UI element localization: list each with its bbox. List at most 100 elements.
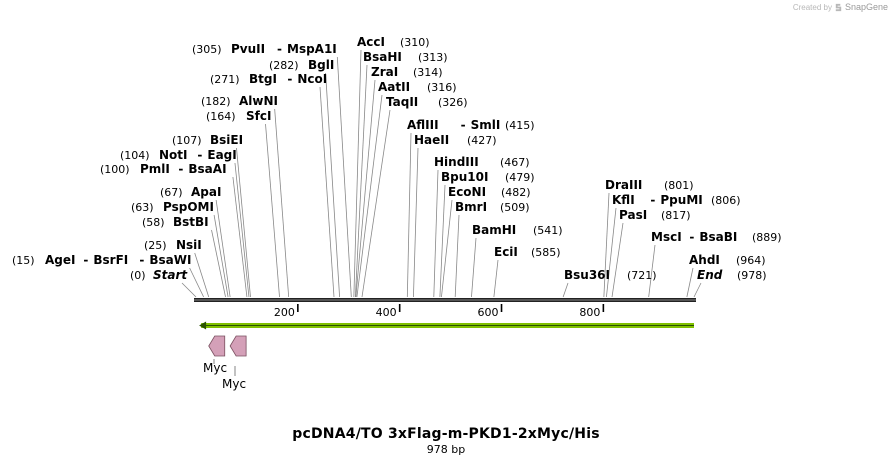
ruler-label: 800 xyxy=(579,306,600,319)
enzyme-name-label: PpuMI xyxy=(660,193,702,207)
enzyme-name-label: NotI xyxy=(159,148,188,162)
orf-arrow xyxy=(199,321,694,330)
site-leader-lines xyxy=(181,49,702,298)
site-leader-line xyxy=(648,244,656,298)
site-position-label: (964) xyxy=(736,254,766,267)
site-leader-line xyxy=(336,56,352,298)
site-position-label: (806) xyxy=(711,194,741,207)
ruler: 200 400 600 800 xyxy=(274,304,605,319)
site-name-separator: - xyxy=(178,162,183,176)
site-position-label: (107) xyxy=(172,134,202,147)
enzyme-name-label: BsiEI xyxy=(210,133,243,147)
site-position-label: (100) xyxy=(100,163,130,176)
site-leader-line xyxy=(325,72,340,298)
enzyme-name-label: Bpu10I xyxy=(441,170,488,184)
enzyme-name-label: MscI xyxy=(651,230,682,244)
enzyme-name-label: HaeII xyxy=(414,133,449,147)
site-position-label: (415) xyxy=(505,119,535,132)
site-name-separator: - xyxy=(277,42,282,56)
site-leader-line xyxy=(406,132,412,298)
enzyme-name-label: PmlI xyxy=(140,162,170,176)
site-name-separator: - xyxy=(689,230,694,244)
site-leader-line xyxy=(236,147,251,298)
site-position-label: (271) xyxy=(210,73,240,86)
site-position-label: (316) xyxy=(427,81,457,94)
site-leader-line xyxy=(213,214,229,298)
site-position-label: (479) xyxy=(505,171,535,184)
site-leader-line xyxy=(686,267,694,298)
enzyme-name-label: TaqII xyxy=(386,95,418,109)
enzyme-name-label: PvuII xyxy=(231,42,265,56)
site-leader-line xyxy=(493,259,499,298)
site-position-label: (541) xyxy=(533,224,563,237)
site-position-label: (0) xyxy=(130,269,146,282)
enzyme-name-label: Bsu36I xyxy=(564,268,610,282)
site-leader-line xyxy=(439,184,446,298)
site-position-label: (721) xyxy=(627,269,657,282)
site-leader-line xyxy=(693,282,702,298)
site-position-label: (58) xyxy=(142,216,165,229)
enzyme-name-label: BsaBI xyxy=(699,230,737,244)
site-name-separator: - xyxy=(287,72,292,86)
site-leader-line xyxy=(353,49,362,298)
site-leader-line xyxy=(319,86,335,298)
site-position-label: (67) xyxy=(160,186,183,199)
enzyme-name-label: AlwNI xyxy=(239,94,278,108)
site-name-separator: - xyxy=(197,148,202,162)
plasmid-name: pcDNA4/TO 3xFlag-m-PKD1-2xMyc/His xyxy=(292,426,600,442)
site-position-label: (467) xyxy=(500,156,530,169)
enzyme-name-label: EciI xyxy=(494,245,518,259)
enzyme-name-label: AflIII xyxy=(407,118,439,132)
site-position-label: (310) xyxy=(400,36,430,49)
site-labels: (0) Start(15) AgeI - BsrFI - BsaWI(25) NsiI(58)… xyxy=(12,35,782,282)
site-position-label: (326) xyxy=(438,96,468,109)
enzyme-name-label: AgeI xyxy=(45,253,75,267)
enzyme-name-label: BglI xyxy=(308,58,334,72)
credit-brand: SnapGene xyxy=(844,2,888,12)
site-leader-line xyxy=(471,237,477,298)
site-name-separator: - xyxy=(83,253,88,267)
feature-track: Myc Myc xyxy=(203,335,247,391)
enzyme-name-label: SfcI xyxy=(246,109,271,123)
site-position-label: (305) xyxy=(192,43,222,56)
enzyme-name-label: AatII xyxy=(378,80,410,94)
enzyme-name-label: ZraI xyxy=(371,65,398,79)
enzyme-name-label: BsaHI xyxy=(363,50,402,64)
ruler-label: 400 xyxy=(376,306,397,319)
site-position-label: (63) xyxy=(131,201,154,214)
site-position-label: (817) xyxy=(661,209,691,222)
snapgene-logo-icon xyxy=(835,3,842,11)
sequence-backbone xyxy=(194,298,696,302)
site-position-label: (314) xyxy=(413,66,443,79)
site-leader-line xyxy=(265,123,280,298)
enzyme-name-label: BtgI xyxy=(249,72,277,86)
myc-feature-arrow xyxy=(208,335,226,357)
site-leader-line xyxy=(611,222,624,298)
enzyme-name-label: EcoNI xyxy=(448,185,486,199)
site-leader-line xyxy=(356,94,383,298)
enzyme-name-label: KflI xyxy=(612,193,635,207)
site-leader-line xyxy=(232,176,248,298)
enzyme-name-label: AhdI xyxy=(689,253,720,267)
enzyme-name-label: SmlI xyxy=(471,118,501,132)
site-name-separator: - xyxy=(139,253,144,267)
site-leader-line xyxy=(211,229,226,298)
ruler-label: 200 xyxy=(274,306,295,319)
feature-label: Myc xyxy=(222,377,246,391)
enzyme-name-label: AccI xyxy=(357,35,385,49)
enzyme-name-label: BsaWI xyxy=(149,253,191,267)
feature-label: Myc xyxy=(203,361,227,375)
site-leader-line xyxy=(603,192,610,298)
site-leader-line xyxy=(562,282,569,298)
site-position-label: (25) xyxy=(144,239,167,252)
enzyme-name-label: End xyxy=(697,268,723,282)
site-leader-line xyxy=(194,252,210,298)
enzyme-name-label: NsiI xyxy=(176,238,202,252)
site-position-label: (15) xyxy=(12,254,35,267)
enzyme-name-label: BmrI xyxy=(455,200,487,214)
credit-prefix: Created by xyxy=(792,2,832,12)
site-name-separator: - xyxy=(650,193,655,207)
enzyme-name-label: HindIII xyxy=(434,155,479,169)
site-leader-line xyxy=(189,267,204,298)
